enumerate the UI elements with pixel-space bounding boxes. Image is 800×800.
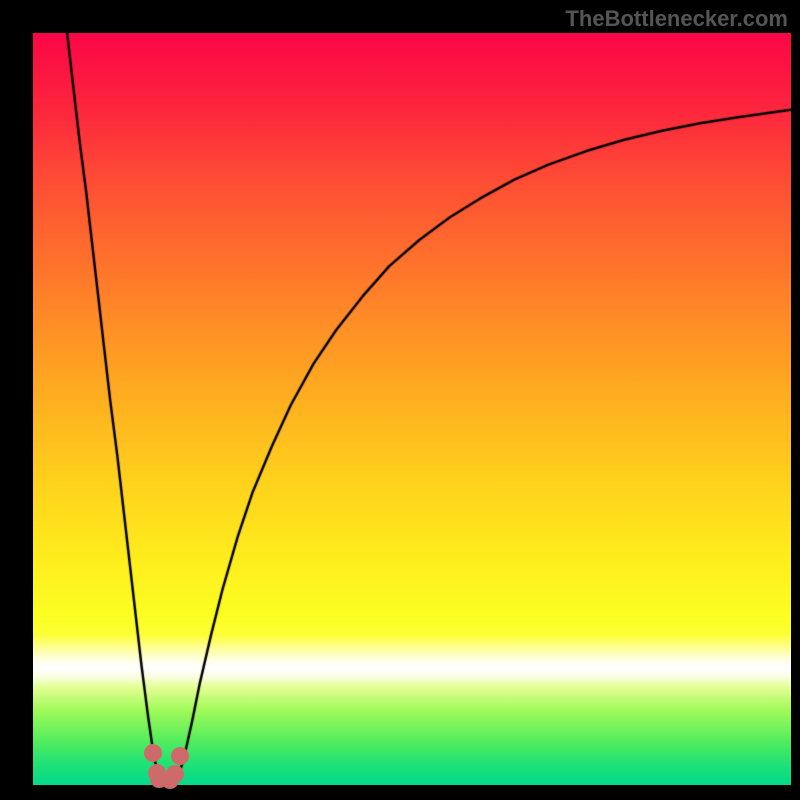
plot-area bbox=[33, 33, 791, 785]
curve-marker bbox=[166, 765, 184, 783]
curve-marker bbox=[144, 744, 162, 762]
curve-canvas bbox=[33, 33, 791, 785]
curve-marker bbox=[171, 747, 189, 765]
watermark-text: TheBottlenecker.com bbox=[565, 6, 788, 32]
chart-frame: TheBottlenecker.com bbox=[0, 0, 800, 800]
